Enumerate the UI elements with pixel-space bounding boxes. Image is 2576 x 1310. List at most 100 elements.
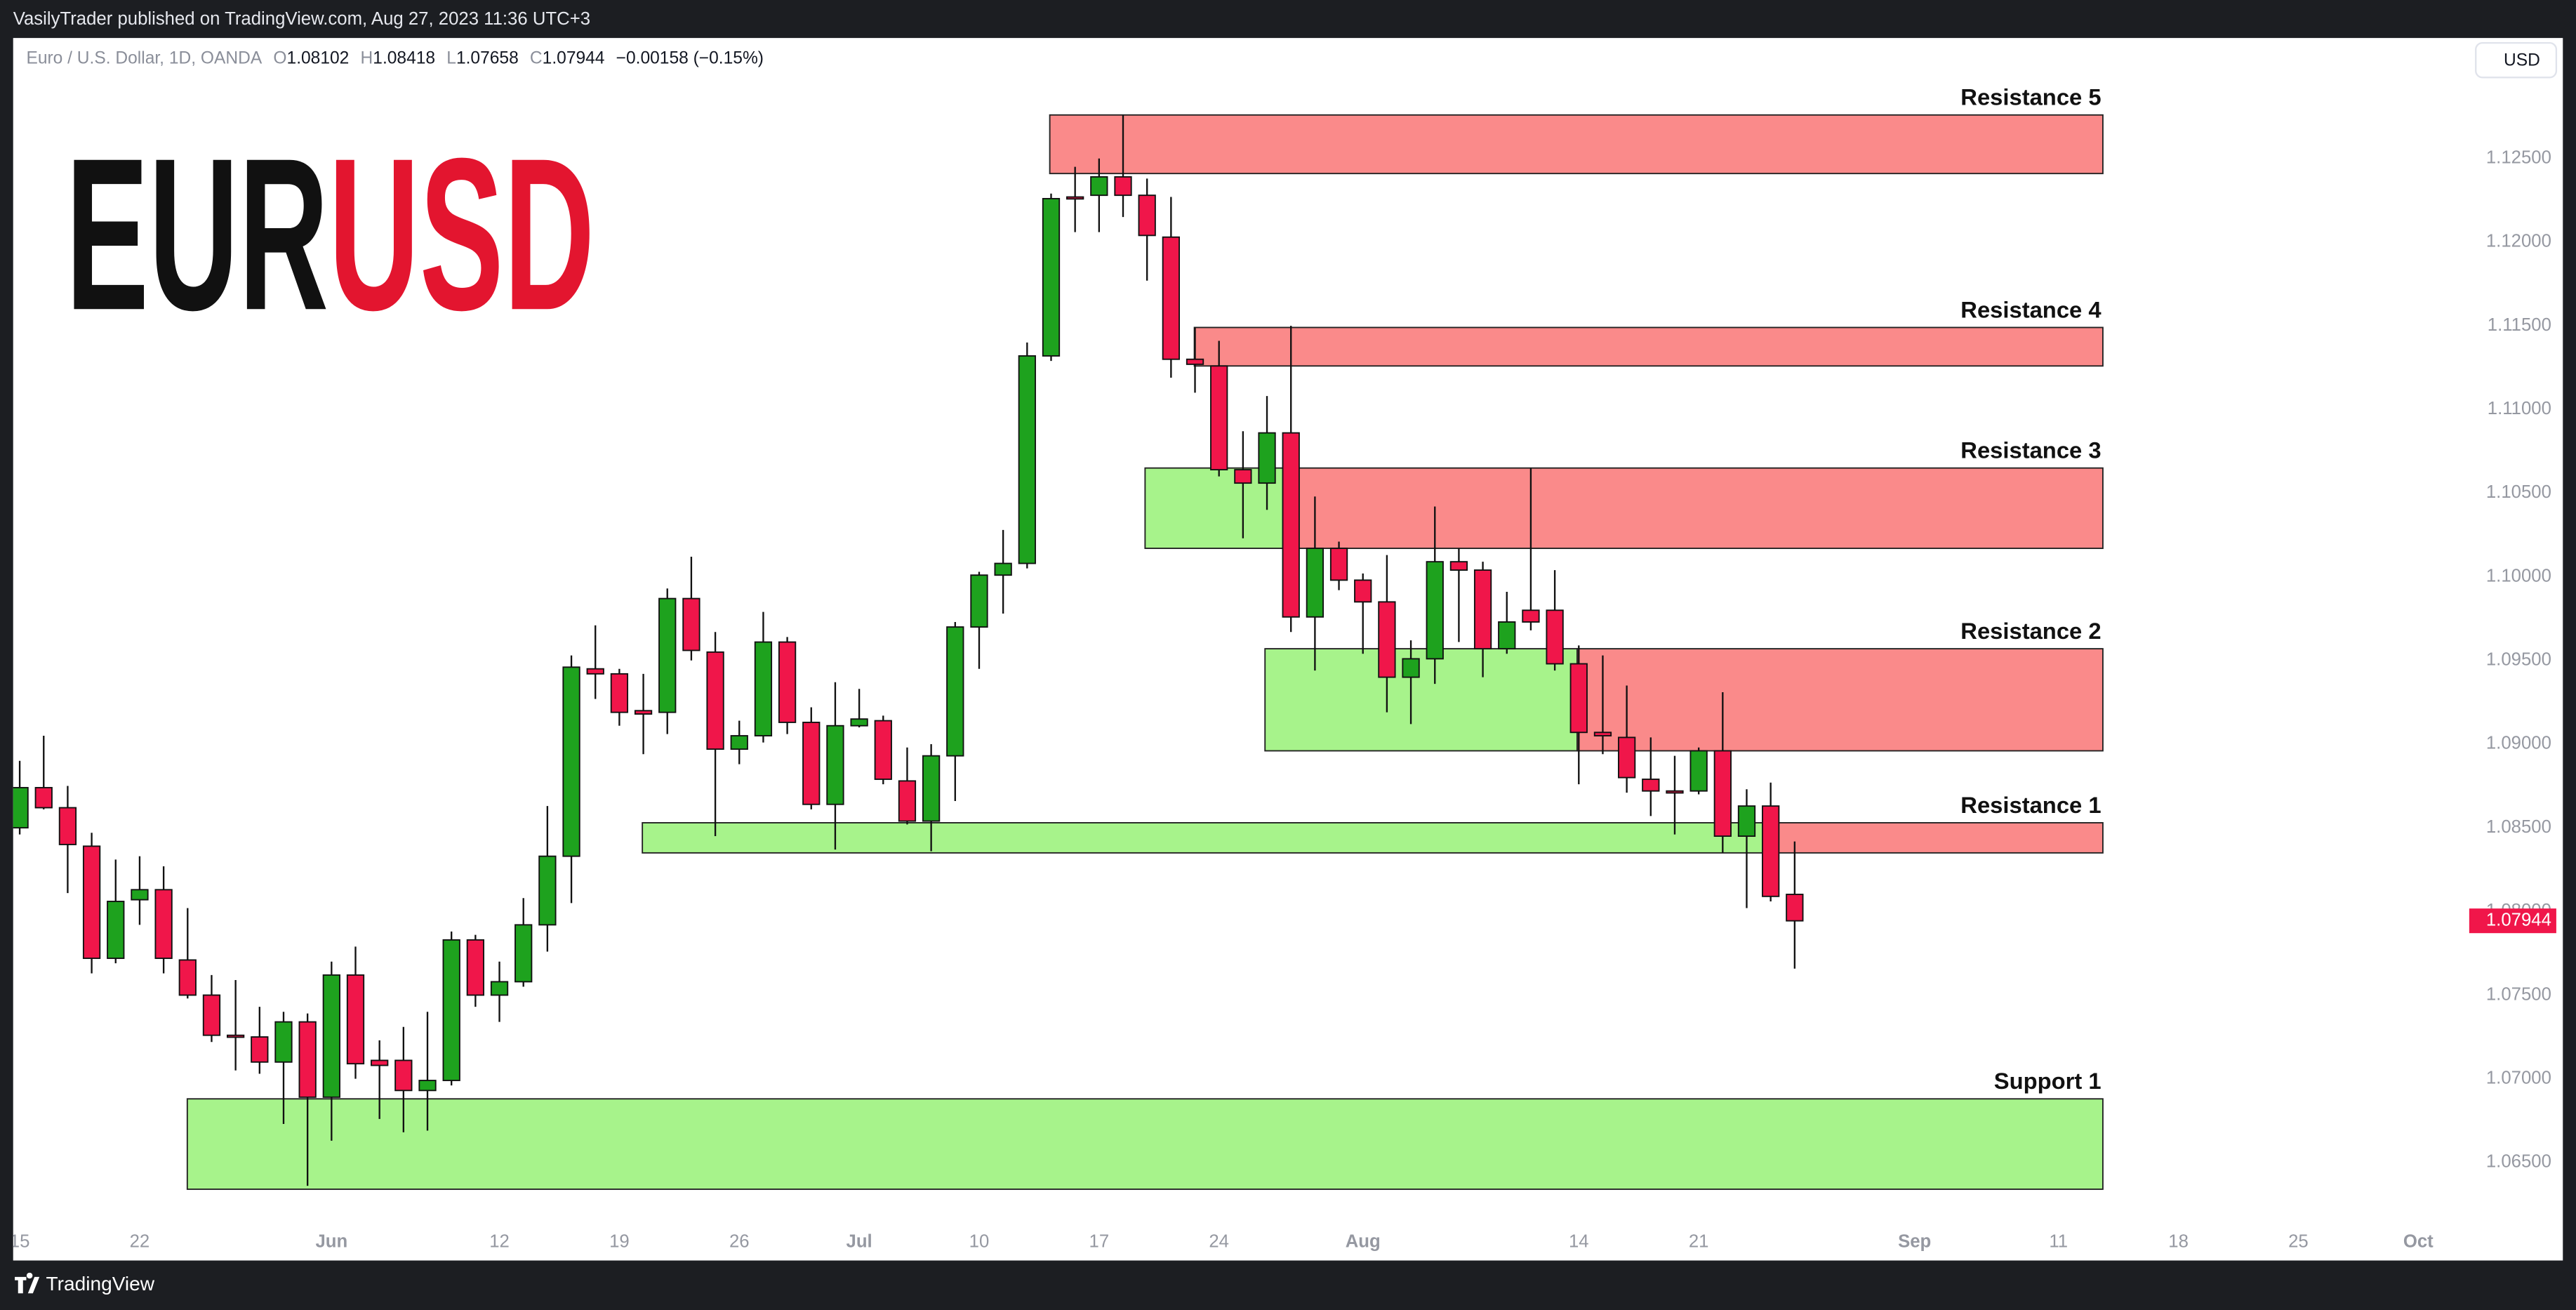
x-tick-label: 22 (130, 1232, 150, 1252)
candle-body (346, 974, 365, 1065)
support-zone (1264, 648, 1578, 752)
x-tick-label: 21 (1689, 1232, 1709, 1252)
candle-body (322, 974, 340, 1098)
candle-body (970, 574, 988, 628)
x-tick-label: Aug (1346, 1232, 1381, 1252)
x-tick-label: 26 (729, 1232, 750, 1252)
chart-title: USD (328, 113, 595, 355)
footer-brand: TradingView (46, 1273, 155, 1295)
ohlc-value: 1.07944 (543, 49, 605, 68)
x-tick-label: 18 (2168, 1232, 2189, 1252)
candle-body (1642, 779, 1660, 792)
x-tick-label: Jul (847, 1232, 872, 1252)
candle-body (1473, 569, 1492, 650)
candle-body (1762, 805, 1780, 897)
candle-body (13, 786, 29, 829)
candle-body (1498, 621, 1516, 650)
candle-body (922, 755, 941, 822)
y-tick-label: 1.07000 (2486, 1068, 2551, 1087)
candle-body (1402, 658, 1420, 678)
candle-body (778, 641, 797, 723)
candle-body (154, 889, 173, 959)
candle-body (802, 722, 821, 805)
candle-body (658, 597, 677, 713)
support-zone (642, 822, 1770, 854)
candle-body (1234, 469, 1252, 484)
y-tick-label: 1.06500 (2486, 1152, 2551, 1172)
resistance-zone (1289, 467, 2104, 550)
y-tick-label: 1.09000 (2486, 734, 2551, 753)
ohlc-value: 1.08102 (287, 49, 350, 68)
y-tick-label: 1.11000 (2488, 399, 2551, 418)
publisher-line: VasilyTrader published on TradingView.co… (13, 9, 590, 29)
candle-body (1114, 176, 1132, 197)
resistance-zone (1193, 326, 2104, 367)
candle-body (1593, 732, 1612, 736)
candle-body (874, 720, 892, 780)
resistance-zone (1768, 822, 2104, 854)
candle-body (251, 1036, 269, 1063)
ohlc-letter: H (361, 49, 373, 68)
x-tick-label: 10 (969, 1232, 990, 1252)
candle-body (202, 994, 221, 1036)
x-tick-label: 17 (1089, 1232, 1110, 1252)
candle-body (466, 939, 484, 996)
candle-body (610, 673, 629, 713)
candle-body (1186, 358, 1204, 365)
x-tick-label: 19 (609, 1232, 630, 1252)
candle-body (1426, 561, 1444, 660)
y-tick-label: 1.07500 (2486, 984, 2551, 1004)
candle-body (850, 718, 868, 727)
candle-body (1090, 176, 1108, 197)
currency-label: USD (2504, 51, 2540, 70)
candle-body (1042, 197, 1061, 357)
candle-body (107, 901, 125, 959)
zone-label: Resistance 1 (1960, 792, 2101, 818)
candle-body (1546, 609, 1564, 665)
candle-body (1306, 548, 1324, 618)
candle-body (1689, 750, 1708, 792)
candle-body (1162, 236, 1180, 360)
x-tick-label: 15 (10, 1232, 30, 1252)
candle-body (994, 562, 1012, 576)
candle-body (1018, 355, 1036, 564)
candle-body (58, 807, 77, 845)
candle-body (682, 597, 701, 651)
symbol-legend: Euro / U.S. Dollar, 1D, OANDA O1.08102 H… (26, 49, 764, 68)
candle-body (1449, 561, 1468, 571)
zone-label: Resistance 4 (1960, 296, 2102, 322)
candle-body (826, 725, 844, 805)
candle-body (1378, 601, 1396, 678)
last-price-label: 1.07944 (2486, 910, 2551, 929)
candle-body (1258, 432, 1276, 484)
candle-body (371, 1059, 389, 1066)
ohlc-letter: O (273, 49, 286, 68)
x-tick-label: Jun (315, 1232, 347, 1252)
ohlc-value: 1.07658 (456, 49, 519, 68)
candle-body (226, 1034, 245, 1038)
candle-body (898, 780, 917, 822)
candle-body (514, 924, 533, 983)
x-tick-label: 25 (2288, 1232, 2309, 1252)
candle-body (1522, 609, 1540, 623)
candle-body (1210, 365, 1228, 470)
candle-body (1282, 432, 1300, 618)
candle-body (1354, 579, 1372, 603)
y-tick-label: 1.08500 (2486, 817, 2551, 837)
resistance-zone (1576, 648, 2104, 752)
symbol: Euro / U.S. Dollar, 1D, OANDA (26, 49, 262, 68)
ohlc-value: 1.08418 (373, 49, 435, 68)
support-zone (186, 1098, 2104, 1190)
currency-button[interactable] (2475, 41, 2558, 79)
candle-body (442, 939, 460, 1081)
price-axis: 1.12500 1.12000 1.11500 1.11000 1.10500 1.100… (2469, 148, 2556, 1172)
zone-label: Resistance 3 (1960, 437, 2101, 463)
candle-body (274, 1021, 293, 1063)
chart-title: EUR (66, 113, 328, 355)
y-tick-label: 1.09500 (2486, 650, 2551, 670)
candle-body (34, 786, 53, 809)
candle-body (562, 666, 580, 857)
last-price-tag (2469, 908, 2556, 934)
change: −0.00158 (−0.15%) (616, 49, 764, 68)
